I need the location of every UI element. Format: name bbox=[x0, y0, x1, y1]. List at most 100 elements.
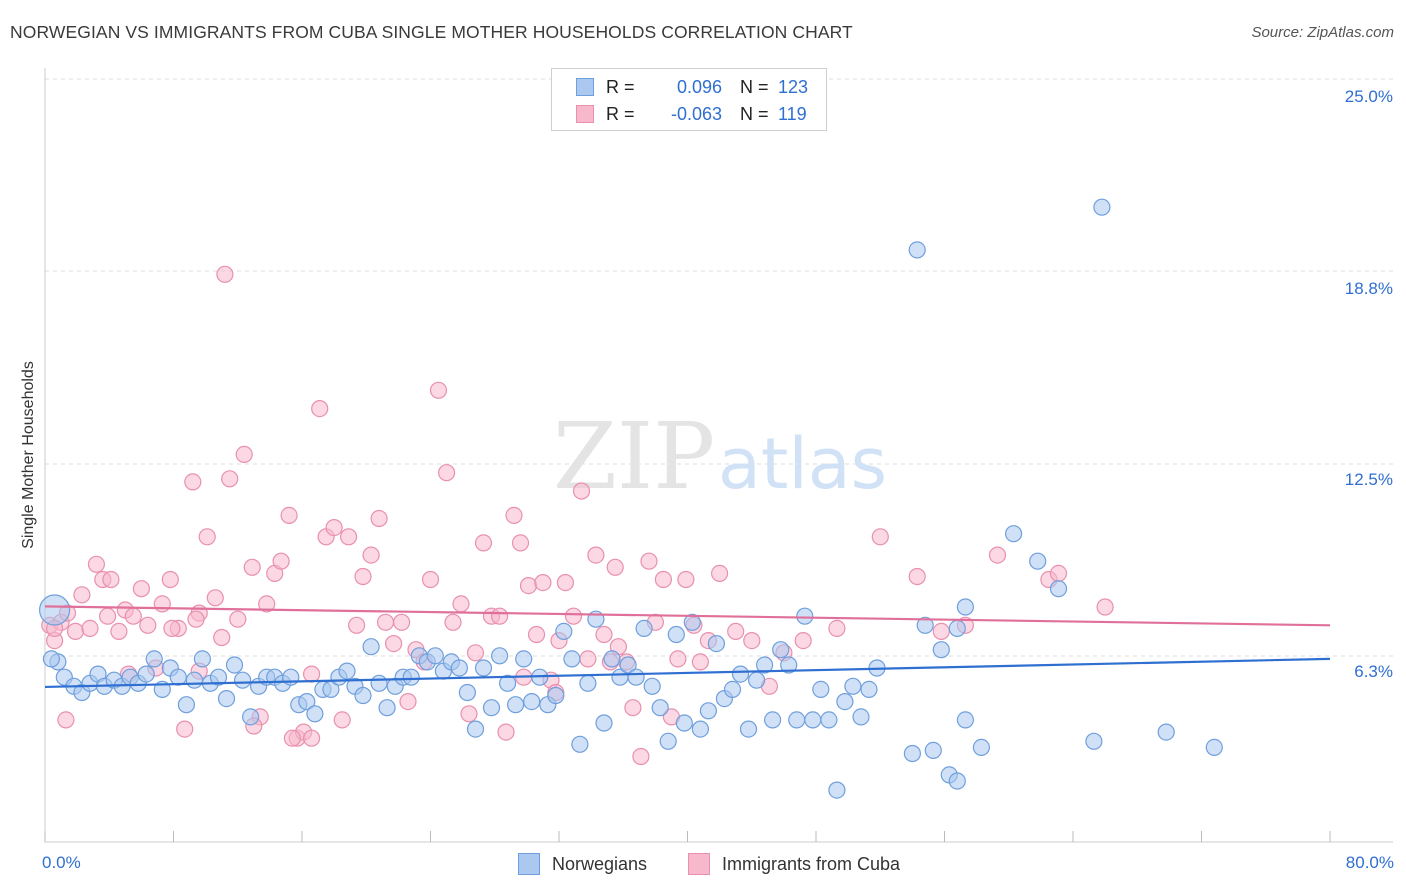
norwegians-point[interactable] bbox=[659, 732, 677, 750]
norwegians-point[interactable] bbox=[836, 692, 854, 711]
cuba-point[interactable] bbox=[258, 595, 276, 613]
norwegians-point[interactable] bbox=[1205, 738, 1223, 757]
cuba-point[interactable] bbox=[385, 634, 403, 653]
cuba-point[interactable] bbox=[505, 506, 523, 525]
cuba-point[interactable] bbox=[710, 564, 729, 583]
norwegians-point[interactable] bbox=[747, 671, 766, 689]
cuba-point[interactable] bbox=[519, 576, 538, 595]
norwegians-point[interactable] bbox=[948, 619, 966, 638]
norwegians-point[interactable] bbox=[338, 662, 356, 680]
norwegians-point[interactable] bbox=[852, 708, 870, 726]
norwegians-point[interactable] bbox=[780, 656, 798, 674]
cuba-point[interactable] bbox=[727, 622, 745, 641]
cuba-point[interactable] bbox=[624, 699, 642, 717]
norwegians-point[interactable] bbox=[731, 665, 750, 683]
norwegians-point[interactable] bbox=[426, 647, 444, 665]
norwegians-point[interactable] bbox=[603, 650, 621, 668]
cuba-point[interactable] bbox=[444, 613, 462, 631]
norwegians-point[interactable] bbox=[1085, 732, 1103, 750]
cuba-point[interactable] bbox=[311, 400, 329, 418]
cuba-point[interactable] bbox=[743, 631, 761, 650]
norwegians-point[interactable] bbox=[137, 665, 155, 683]
norwegians-point[interactable] bbox=[1049, 580, 1068, 598]
cuba-point[interactable] bbox=[213, 628, 231, 647]
norwegians-point[interactable] bbox=[667, 625, 685, 644]
legend-item-cuba[interactable]: Immigrants from Cuba bbox=[688, 853, 900, 875]
cuba-point[interactable] bbox=[87, 555, 106, 573]
cuba-point[interactable] bbox=[988, 546, 1007, 564]
cuba-point[interactable] bbox=[272, 552, 290, 570]
cuba-point[interactable] bbox=[474, 534, 493, 552]
cuba-point[interactable] bbox=[534, 573, 552, 592]
norwegians-point[interactable] bbox=[707, 634, 726, 653]
cuba-point[interactable] bbox=[280, 506, 298, 525]
cuba-point[interactable] bbox=[452, 595, 470, 613]
cuba-point[interactable] bbox=[187, 610, 205, 628]
norwegians-point[interactable] bbox=[804, 711, 822, 729]
cuba-point[interactable] bbox=[932, 622, 950, 641]
norwegians-point[interactable] bbox=[579, 674, 597, 692]
norwegians-point[interactable] bbox=[796, 607, 814, 625]
cuba-point[interactable] bbox=[163, 619, 181, 638]
norwegians-point[interactable] bbox=[691, 720, 710, 738]
cuba-point[interactable] bbox=[325, 518, 343, 537]
cuba-point[interactable] bbox=[184, 473, 202, 491]
cuba-point[interactable] bbox=[587, 546, 605, 564]
norwegians-point[interactable] bbox=[924, 741, 942, 760]
cuba-point[interactable] bbox=[632, 747, 650, 766]
cuba-point[interactable] bbox=[421, 570, 440, 589]
norwegians-point[interactable] bbox=[948, 772, 966, 790]
cuba-point[interactable] bbox=[73, 586, 91, 604]
norwegians-point[interactable] bbox=[916, 616, 934, 634]
cuba-point[interactable] bbox=[161, 570, 179, 589]
norwegians-point[interactable] bbox=[491, 647, 509, 665]
norwegians-point[interactable] bbox=[972, 738, 991, 757]
norwegians-point[interactable] bbox=[523, 692, 541, 711]
norwegians-point[interactable] bbox=[499, 674, 517, 692]
cuba-point[interactable] bbox=[595, 625, 613, 644]
norwegians-point[interactable] bbox=[619, 656, 637, 674]
norwegians-point[interactable] bbox=[739, 720, 758, 738]
cuba-point[interactable] bbox=[393, 613, 411, 631]
norwegians-point[interactable] bbox=[482, 699, 501, 717]
cuba-point[interactable] bbox=[283, 729, 301, 747]
cuba-point[interactable] bbox=[198, 528, 216, 546]
cuba-point[interactable] bbox=[556, 573, 575, 592]
norwegians-point[interactable] bbox=[193, 650, 211, 668]
cuba-point[interactable] bbox=[606, 558, 624, 576]
cuba-point[interactable] bbox=[640, 552, 658, 570]
norwegians-point[interactable] bbox=[763, 711, 782, 729]
cuba-point[interactable] bbox=[235, 445, 253, 463]
cuba-point[interactable] bbox=[221, 470, 239, 488]
norwegians-point[interactable] bbox=[755, 656, 774, 674]
norwegians-point[interactable] bbox=[1157, 723, 1175, 741]
norwegians-point[interactable] bbox=[217, 689, 236, 708]
norwegians-point[interactable] bbox=[595, 714, 613, 732]
cuba-point[interactable] bbox=[460, 705, 478, 723]
cuba-point[interactable] bbox=[348, 616, 366, 634]
cuba-point[interactable] bbox=[216, 265, 234, 283]
cuba-point[interactable] bbox=[794, 631, 812, 650]
cuba-point[interactable] bbox=[564, 607, 583, 625]
norwegians-point[interactable] bbox=[563, 650, 581, 668]
cuba-point[interactable] bbox=[333, 711, 351, 729]
cuba-point[interactable] bbox=[677, 570, 695, 589]
norwegians-point[interactable] bbox=[788, 711, 806, 729]
norwegians-point[interactable] bbox=[234, 671, 252, 689]
cuba-point[interactable] bbox=[370, 509, 388, 528]
norwegians-point[interactable] bbox=[812, 680, 830, 699]
cuba-point[interactable] bbox=[871, 528, 889, 546]
norwegians-point[interactable] bbox=[627, 668, 645, 686]
cuba-point[interactable] bbox=[206, 589, 224, 607]
cuba-point[interactable] bbox=[362, 546, 380, 564]
norwegians-point[interactable] bbox=[177, 696, 195, 714]
norwegians-point[interactable] bbox=[209, 668, 228, 686]
cuba-point[interactable] bbox=[399, 692, 417, 711]
cuba-point[interactable] bbox=[303, 665, 321, 683]
norwegians-point[interactable] bbox=[474, 659, 493, 677]
cuba-point[interactable] bbox=[669, 650, 687, 668]
cuba-point[interactable] bbox=[110, 622, 128, 641]
norwegians-point[interactable] bbox=[378, 699, 396, 717]
cuba-point[interactable] bbox=[429, 381, 448, 399]
norwegians-point[interactable] bbox=[820, 711, 838, 729]
